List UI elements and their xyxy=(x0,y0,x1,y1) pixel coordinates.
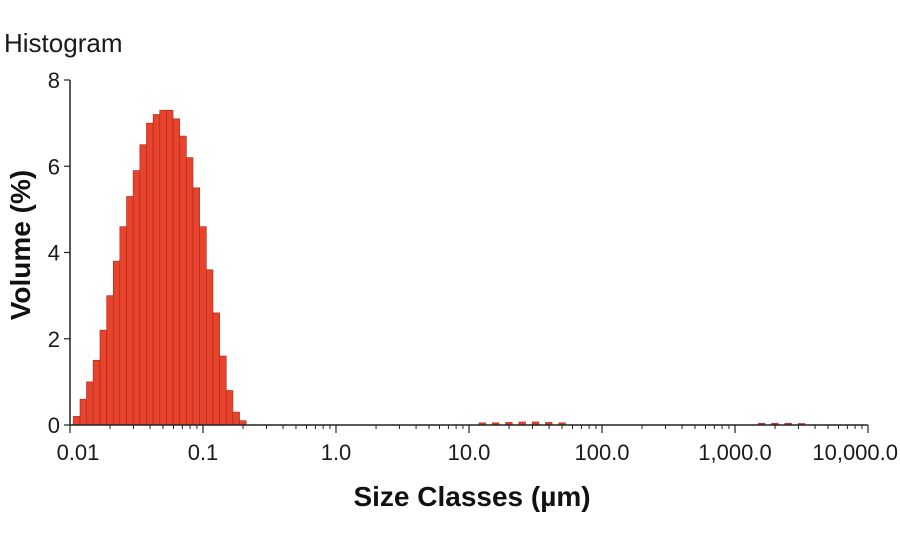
histogram-bar xyxy=(112,260,121,426)
bars-group xyxy=(72,109,806,426)
histogram-bar xyxy=(139,144,147,426)
x-tick-label: 1.0 xyxy=(321,440,352,465)
histogram-bar xyxy=(106,295,114,426)
x-ticks-group: 0.01 0.1 1.0 10.0 100.0 1,000.0 10,000.0 xyxy=(57,425,898,465)
histogram-bar xyxy=(72,416,81,426)
histogram-bar xyxy=(192,187,200,426)
x-tick-label: 10.0 xyxy=(448,440,491,465)
histogram-bar xyxy=(126,196,134,426)
histogram-bar xyxy=(152,114,161,426)
chart-title: Histogram xyxy=(4,28,122,58)
histogram-bar xyxy=(79,398,87,426)
y-tick-label: 0 xyxy=(48,413,60,438)
histogram-bar xyxy=(186,157,194,426)
y-tick-label: 2 xyxy=(48,327,60,352)
x-tick-label: 10,000.0 xyxy=(812,440,898,465)
histogram-bar xyxy=(92,360,101,426)
x-tick-label: 1,000.0 xyxy=(698,440,771,465)
x-axis-label: Size Classes (µm) xyxy=(353,481,590,512)
y-tick-label: 6 xyxy=(48,154,60,179)
histogram-bar xyxy=(146,122,154,426)
y-axis-label: Volume (%) xyxy=(5,170,36,320)
histogram-bar xyxy=(219,355,227,426)
histogram-bar xyxy=(232,411,240,426)
x-tick-label: 0.01 xyxy=(57,440,100,465)
histogram-bar xyxy=(119,226,127,426)
y-tick-label: 4 xyxy=(48,241,60,266)
histogram-bar xyxy=(199,226,207,426)
histogram-bar xyxy=(225,390,234,426)
y-tick-label: 8 xyxy=(48,68,60,93)
y-ticks-group: 0 2 4 6 8 xyxy=(48,68,70,438)
histogram-bar xyxy=(99,329,107,426)
histogram-bar xyxy=(179,135,187,426)
histogram-bar xyxy=(132,170,141,426)
histogram-bar xyxy=(86,381,94,426)
histogram-bar xyxy=(166,109,174,426)
x-tick-label: 0.1 xyxy=(188,440,219,465)
histogram-bar xyxy=(159,109,167,426)
x-tick-label: 100.0 xyxy=(574,440,629,465)
histogram-bar xyxy=(172,118,181,426)
histogram-bar xyxy=(206,269,214,426)
histogram-bar xyxy=(212,312,220,426)
